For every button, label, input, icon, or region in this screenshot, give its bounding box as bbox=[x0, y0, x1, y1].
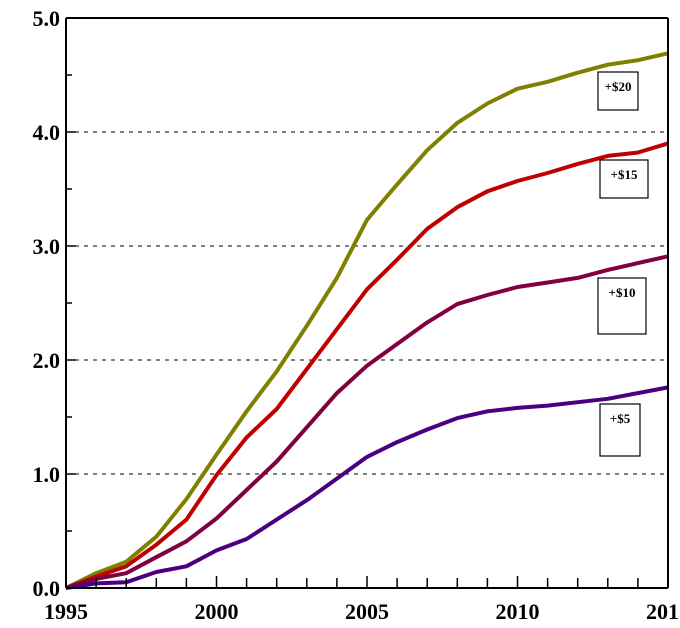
series-label-box-1 bbox=[599, 159, 649, 199]
x-tick-label-0: 1995 bbox=[44, 599, 88, 624]
y-tick-labels: 0.0 1.0 2.0 3.0 4.0 5.0 bbox=[33, 6, 61, 601]
y-tick-label-2: 2.0 bbox=[33, 348, 61, 373]
x-tick-label-2: 2005 bbox=[345, 599, 389, 624]
series-line-3 bbox=[65, 385, 669, 590]
series-labels: +$20 +$15 +$10 +$5 bbox=[597, 71, 649, 457]
y-tick-label-4: 4.0 bbox=[33, 120, 61, 145]
y-tick-label-5: 5.0 bbox=[33, 6, 61, 31]
y-tick-label-1: 1.0 bbox=[33, 462, 61, 487]
x-tick-label-1: 2000 bbox=[195, 599, 239, 624]
tick-marks bbox=[65, 17, 669, 589]
series-label-2: +$10 bbox=[609, 285, 636, 300]
series-lines bbox=[65, 51, 669, 590]
y-tick-label-3: 3.0 bbox=[33, 234, 61, 259]
series-label-box-0 bbox=[597, 71, 639, 111]
series-line-2 bbox=[65, 254, 669, 590]
x-tick-labels: 1995 2000 2005 2010 2015 bbox=[44, 599, 680, 624]
series-line-0 bbox=[65, 51, 669, 590]
y-tick-label-0: 0.0 bbox=[33, 576, 61, 601]
axes bbox=[65, 17, 669, 589]
series-label-box-2 bbox=[597, 277, 647, 335]
series-label-box-3 bbox=[599, 403, 641, 457]
series-label-3: +$5 bbox=[610, 411, 631, 426]
gridlines bbox=[66, 131, 668, 475]
series-line-1 bbox=[65, 141, 669, 590]
series-label-0: +$20 bbox=[605, 79, 632, 94]
x-tick-label-3: 2010 bbox=[496, 599, 540, 624]
series-label-1: +$15 bbox=[611, 167, 638, 182]
x-tick-label-4: 2015 bbox=[646, 599, 680, 624]
